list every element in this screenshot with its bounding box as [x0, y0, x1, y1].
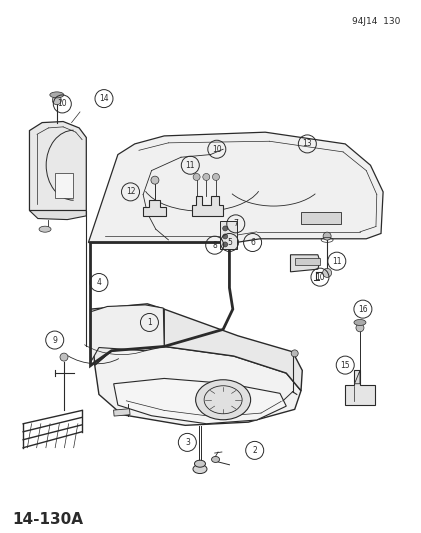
Ellipse shape [196, 379, 250, 420]
Text: 2: 2 [252, 446, 257, 455]
Text: 12: 12 [126, 188, 135, 196]
Text: 5: 5 [227, 238, 232, 247]
Text: 13: 13 [303, 140, 312, 148]
Polygon shape [354, 370, 360, 384]
Text: 14-130A: 14-130A [13, 512, 84, 527]
Bar [301, 212, 341, 224]
Polygon shape [345, 370, 375, 405]
Text: 6: 6 [250, 238, 255, 247]
Circle shape [291, 350, 298, 357]
Text: 8: 8 [212, 241, 217, 249]
Text: 10: 10 [315, 273, 325, 281]
Circle shape [356, 324, 364, 332]
Circle shape [60, 353, 68, 361]
Polygon shape [290, 255, 320, 272]
Polygon shape [192, 196, 223, 216]
Ellipse shape [39, 226, 51, 232]
Text: 11: 11 [332, 257, 341, 265]
Ellipse shape [195, 460, 205, 467]
Text: 14: 14 [99, 94, 109, 103]
Circle shape [193, 173, 200, 181]
Bar [220, 221, 237, 249]
Polygon shape [95, 346, 301, 425]
Circle shape [52, 96, 61, 104]
Circle shape [223, 242, 228, 247]
Polygon shape [114, 378, 286, 424]
Text: 9: 9 [52, 336, 57, 344]
Polygon shape [143, 200, 166, 216]
Text: 16: 16 [358, 305, 368, 313]
Polygon shape [91, 305, 164, 362]
Text: 3: 3 [185, 438, 190, 447]
Bar [114, 409, 130, 416]
Circle shape [203, 173, 210, 181]
Polygon shape [88, 132, 383, 243]
Polygon shape [164, 309, 302, 391]
Text: 1: 1 [147, 318, 152, 327]
Ellipse shape [193, 465, 207, 473]
Circle shape [151, 176, 159, 184]
Circle shape [322, 269, 332, 277]
Circle shape [223, 226, 228, 231]
Text: 15: 15 [341, 361, 350, 369]
Text: 10: 10 [58, 100, 67, 108]
Text: 4: 4 [96, 278, 101, 287]
Polygon shape [91, 304, 164, 365]
Text: 11: 11 [186, 161, 195, 169]
Bar [55, 173, 73, 198]
Text: 10: 10 [212, 145, 221, 154]
Circle shape [223, 234, 228, 239]
Circle shape [213, 173, 219, 181]
Polygon shape [29, 122, 86, 211]
Ellipse shape [50, 92, 64, 98]
Polygon shape [29, 211, 86, 220]
Ellipse shape [211, 456, 220, 463]
Ellipse shape [354, 319, 366, 326]
Text: 94J14  130: 94J14 130 [352, 17, 400, 26]
Bar [295, 258, 320, 265]
Circle shape [323, 232, 331, 240]
Text: 7: 7 [233, 220, 238, 228]
